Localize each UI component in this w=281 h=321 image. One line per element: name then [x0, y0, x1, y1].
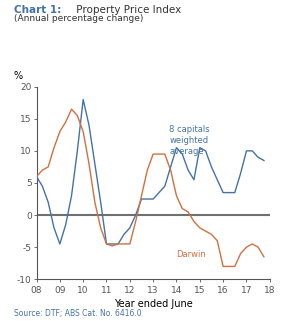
X-axis label: Year ended June: Year ended June: [114, 299, 192, 309]
Text: Property Price Index: Property Price Index: [73, 5, 181, 15]
Text: Darwin: Darwin: [176, 250, 206, 259]
Text: Chart 1:: Chart 1:: [14, 5, 61, 15]
Y-axis label: %: %: [13, 71, 22, 81]
Text: Source: DTF; ABS Cat. No. 6416.0: Source: DTF; ABS Cat. No. 6416.0: [14, 309, 142, 318]
Text: (Annual percentage change): (Annual percentage change): [14, 14, 143, 23]
Text: 8 capitals
weighted
average: 8 capitals weighted average: [169, 125, 210, 156]
